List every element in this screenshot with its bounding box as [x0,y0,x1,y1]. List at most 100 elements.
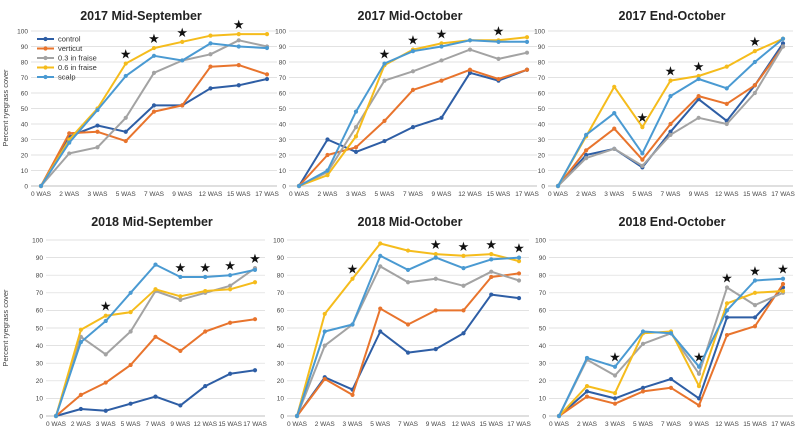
y-axis-label: Percent ryegrass cover [1,289,10,367]
y-tick-label: 70 [21,75,29,82]
y-tick-label: 40 [279,121,287,128]
x-tick-label: 2 WAS [577,421,598,428]
data-point-verticut [496,76,501,82]
legend-label-0-6-in-fraise: 0.6 in fraise [58,63,97,72]
x-tick-label: 5 WAS [116,191,137,198]
x-tick-label: 7 WAS [144,191,165,198]
data-point-scalp [180,58,185,63]
y-tick-label: 10 [538,168,546,175]
legend-label-verticut: verticut [58,44,83,53]
x-tick-label: 15 WAS [487,191,511,198]
data-point-verticut [264,72,270,77]
x-tick-label: 15 WAS [479,421,503,428]
y-tick-label: 100 [535,237,546,244]
y-tick-label: 40 [36,343,44,350]
y-tick-label: 40 [539,343,547,350]
significance-star: ★ [407,33,419,48]
data-point-verticut [151,109,157,114]
data-point-control [378,329,383,334]
data-point-verticut [696,403,702,408]
data-point-verticut [325,152,330,158]
data-point-verticut [668,385,674,390]
data-point-control [752,315,758,320]
series-line-0-3-in-fraise [558,286,784,417]
data-point-0-3-in-fraise [405,280,411,285]
x-tick-label: 3 WAS [346,191,367,198]
data-point-0-6-in-fraise [724,64,729,69]
data-point-0-6-in-fraise [433,251,438,257]
data-point-0-3-in-fraise [151,70,157,75]
significance-star: ★ [777,262,789,277]
series-line-verticut [296,272,520,417]
data-point-scalp [555,183,561,189]
significance-star: ★ [485,237,497,252]
data-point-scalp [208,41,213,46]
data-point-0-3-in-fraise [724,121,729,127]
significance-star: ★ [347,262,359,277]
data-point-verticut [780,281,786,287]
x-tick-label: 12 WAS [199,191,223,198]
y-tick-label: 10 [279,168,287,175]
data-point-control [696,396,702,401]
data-point-control [252,368,258,373]
x-tick-label: 12 WAS [452,421,476,428]
significance-star: ★ [609,350,621,365]
x-tick-label: 7 WAS [398,421,419,428]
data-point-verticut [584,394,590,399]
data-point-0-3-in-fraise [378,264,383,269]
chart-title: 2018 End-October [619,215,726,229]
data-point-verticut [489,274,494,280]
significance-star: ★ [721,271,733,286]
data-point-scalp [153,262,158,267]
x-tick-label: 9 WAS [432,191,453,198]
y-tick-label: 100 [32,237,43,244]
data-point-0-6-in-fraise [151,45,157,51]
data-point-control [128,401,133,406]
data-point-scalp [640,329,646,334]
y-tick-label: 40 [21,121,29,128]
chart-panel-2017-mid-september: 2017 Mid-September 0 10 20 30 40 50 60 70 80 90 100… [1,9,279,198]
data-point-control [433,347,438,352]
series-line-0-6-in-fraise [557,37,784,187]
chart-panel-2017-end-october: 2017 End-October 0 10 20 30 40 50 60 70 80 90 100 0 … [534,9,795,198]
data-point-verticut [378,306,383,311]
x-tick-label: 0 WAS [46,421,67,428]
data-point-verticut [128,362,133,368]
data-point-verticut [208,64,213,69]
data-point-scalp [67,140,72,145]
data-point-0-6-in-fraise [180,39,185,44]
data-point-0-6-in-fraise [208,33,213,38]
data-point-0-6-in-fraise [350,276,355,281]
data-point-verticut [524,67,530,72]
data-point-0-3-in-fraise [461,283,466,288]
significance-star: ★ [224,258,236,273]
x-tick-label: 2 WAS [576,191,597,198]
data-point-verticut [752,83,757,88]
data-point-control [382,138,387,144]
data-point-0-3-in-fraise [752,90,757,96]
legend-marker [43,46,48,51]
data-point-verticut [668,121,673,127]
data-point-scalp [228,273,233,278]
y-tick-label: 30 [36,361,44,368]
series-line-control [558,286,784,417]
data-point-0-3-in-fraise [322,343,327,348]
significance-star: ★ [148,31,160,46]
data-point-scalp [322,329,327,334]
x-tick-label: 17 WAS [507,421,531,428]
data-point-scalp [584,132,589,137]
data-point-0-6-in-fraise [612,391,618,396]
data-point-0-3-in-fraise [208,52,213,57]
data-point-verticut [78,392,83,397]
data-point-verticut [612,401,618,406]
series-line-scalp [557,38,784,187]
data-point-scalp [584,355,590,361]
data-point-0-6-in-fraise [153,287,158,292]
data-point-control [668,129,673,134]
series-line-scalp [558,277,784,417]
x-tick-label: 12 WAS [193,421,217,428]
y-tick-label: 40 [538,121,546,128]
data-point-0-3-in-fraise [353,125,359,130]
series-line-verticut [55,318,256,417]
